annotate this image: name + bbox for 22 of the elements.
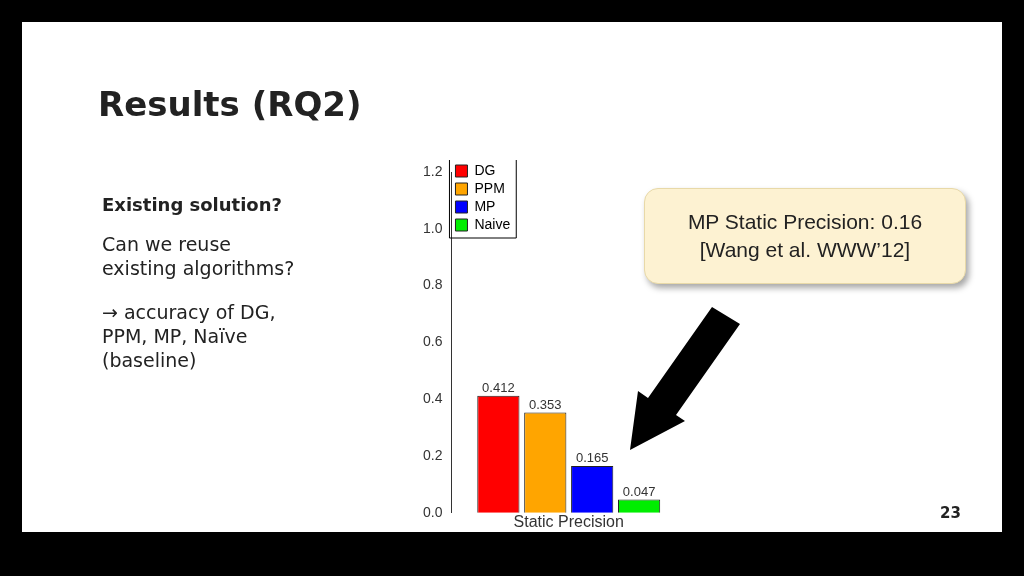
legend-label: MP bbox=[474, 197, 496, 214]
y-tick-label: 0.0 bbox=[422, 503, 443, 520]
x-axis-title: Static Precision bbox=[513, 512, 624, 530]
legend-label: PPM bbox=[474, 179, 505, 196]
legend-label: DG bbox=[474, 161, 496, 178]
data-label: 0.047 bbox=[622, 483, 656, 499]
data-label: 0.165 bbox=[575, 450, 609, 466]
chart-title: Results (RQ2) bbox=[98, 84, 362, 124]
y-tick-label: 0.6 bbox=[422, 333, 443, 350]
text: 23 bbox=[940, 504, 961, 522]
text: Can we reuse existing algorithms? bbox=[102, 232, 295, 280]
legend-label: Naive bbox=[474, 215, 511, 232]
callout-box: MP Static Precision: 0.16 [Wang et al. WWW’12] bbox=[644, 188, 966, 284]
y-tick-label: 0.4 bbox=[422, 390, 443, 407]
data-label: 0.412 bbox=[482, 379, 515, 395]
data-label: 0.353 bbox=[529, 396, 562, 412]
y-tick-label: 1.0 bbox=[422, 219, 443, 236]
text: Existing solution? bbox=[102, 194, 282, 215]
y-tick-label: 0.2 bbox=[422, 446, 443, 463]
text: → accuracy of DG, PPM, MP, Naïve (baseline) bbox=[102, 300, 276, 372]
y-tick-label: 1.2 bbox=[422, 162, 443, 179]
y-tick-label: 0.8 bbox=[422, 276, 443, 293]
